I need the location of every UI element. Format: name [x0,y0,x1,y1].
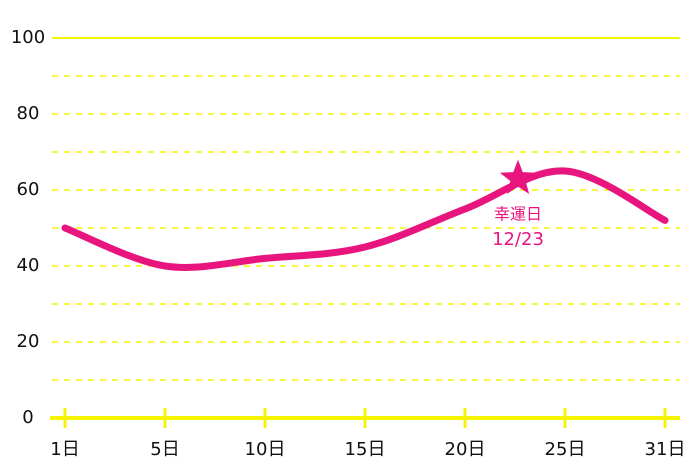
x-tick-label: 5日 [150,439,179,460]
annotation-date: 12/23 [492,229,544,250]
y-tick-label: 0 [22,407,33,428]
x-tick-label: 20日 [445,439,486,460]
annotation-label: 幸運日 [494,205,542,224]
line [61,167,669,271]
x-tick-label: 25日 [545,439,586,460]
annotation-star [499,159,537,194]
y-tick-label: 40 [17,255,40,276]
y-tick-label: 20 [17,331,40,352]
y-tick-label: 100 [11,27,45,48]
x-tick-label: 10日 [245,439,286,460]
x-tick-label: 1日 [50,439,79,460]
y-tick-label: 60 [17,179,40,200]
y-tick-label: 80 [17,103,40,124]
x-tick-label: 15日 [345,439,386,460]
x-tick-label: 31日 [645,439,686,460]
